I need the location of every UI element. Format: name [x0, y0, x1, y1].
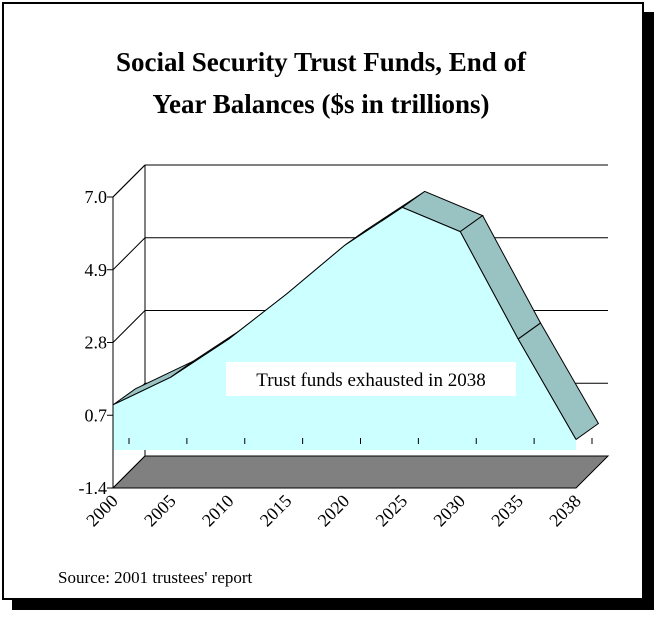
x-tick-label: 2020: [314, 491, 354, 531]
x-tick-label: 2035: [487, 491, 527, 531]
x-tick-label: 2005: [140, 491, 180, 531]
grid-diagonal: [112, 164, 146, 198]
x-tick-label: 2038: [545, 491, 585, 531]
y-tick-label: 0.7: [85, 405, 108, 425]
chart-floor: [111, 455, 610, 489]
y-tick-label: 2.8: [85, 333, 108, 353]
chart-title-line2: Year Balances ($s in trillions): [152, 89, 490, 119]
x-tick-label: 2010: [198, 491, 238, 531]
grid-diagonal: [112, 237, 146, 271]
source-note: Source: 2001 trustees' report: [58, 568, 253, 587]
annotation-label: Trust funds exhausted in 2038: [256, 370, 485, 391]
area-face: [113, 207, 576, 450]
x-tick-label: 2015: [256, 491, 296, 531]
area-edge: [112, 206, 577, 440]
y-tick-label: 4.9: [85, 260, 108, 280]
y-tick-label: -1.4: [79, 478, 108, 498]
x-tick-label: 2030: [429, 491, 469, 531]
annotation-box: [226, 362, 516, 396]
chart-title-line1: Social Security Trust Funds, End of: [115, 47, 527, 77]
y-tick-label: 7.0: [85, 187, 108, 207]
x-tick-label: 2025: [372, 491, 412, 531]
grid-diagonal: [112, 310, 146, 343]
